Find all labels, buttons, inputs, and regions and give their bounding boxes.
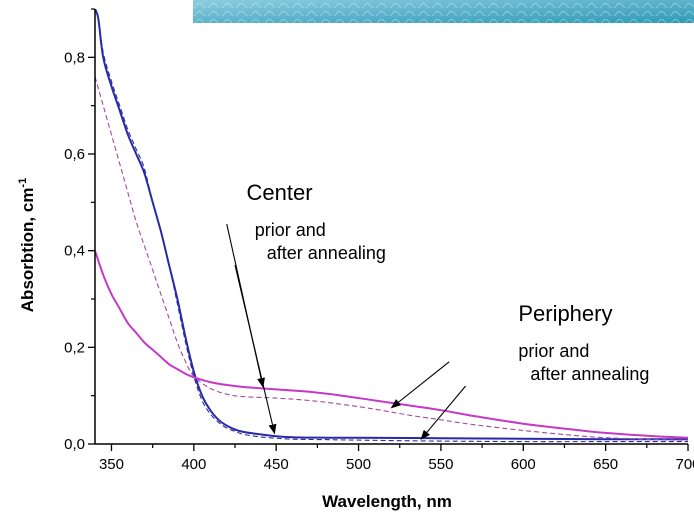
y-axis-title-main: Absorbtion, cm	[18, 188, 37, 313]
x-tick-label: 550	[428, 456, 453, 473]
annotation-label: prior and	[518, 341, 589, 361]
x-tick-label: 650	[593, 456, 618, 473]
annotation-label: prior and	[255, 220, 326, 240]
annotation-arrow	[234, 265, 277, 435]
series-line-2	[95, 9, 688, 443]
axes-layer: 350 400 450 500 550 600 650 700 0,0 0,2 0,4 0,6 0,8	[64, 8, 694, 473]
decorative-banner	[193, 0, 694, 23]
y-axis-title-superscript: -1	[17, 178, 29, 188]
series-line-4	[95, 76, 688, 441]
annotation-arrow	[420, 385, 467, 440]
y-tick-label: 0,0	[64, 436, 85, 453]
y-tick-label: 0,6	[64, 146, 85, 163]
annotation-label: after annealing	[267, 243, 386, 263]
x-tick-label: 400	[181, 456, 206, 473]
annotation-label: Center	[247, 180, 313, 205]
x-tick-label: 600	[511, 456, 536, 473]
x-tick-label: 500	[346, 456, 371, 473]
x-tick-label: 700	[675, 456, 694, 473]
y-tick-label: 0,2	[64, 339, 85, 356]
y-tick-label: 0,4	[64, 243, 85, 260]
x-tick-label: 450	[264, 456, 289, 473]
y-axis-title: Absorbtion, cm-1	[17, 178, 37, 312]
annotation-arrow	[390, 361, 450, 409]
x-axis-title: Wavelength, nm	[322, 492, 452, 511]
annotation-label: Periphery	[518, 301, 612, 326]
annotation-layer: Center prior and after annealing Periphery p…	[226, 180, 649, 440]
annotation-label: after annealing	[530, 364, 649, 384]
y-tick-label: 0,8	[64, 49, 85, 66]
x-tick-label: 350	[99, 456, 124, 473]
series-layer	[95, 9, 688, 443]
series-line-3	[95, 250, 688, 439]
series-line-1	[95, 9, 688, 441]
